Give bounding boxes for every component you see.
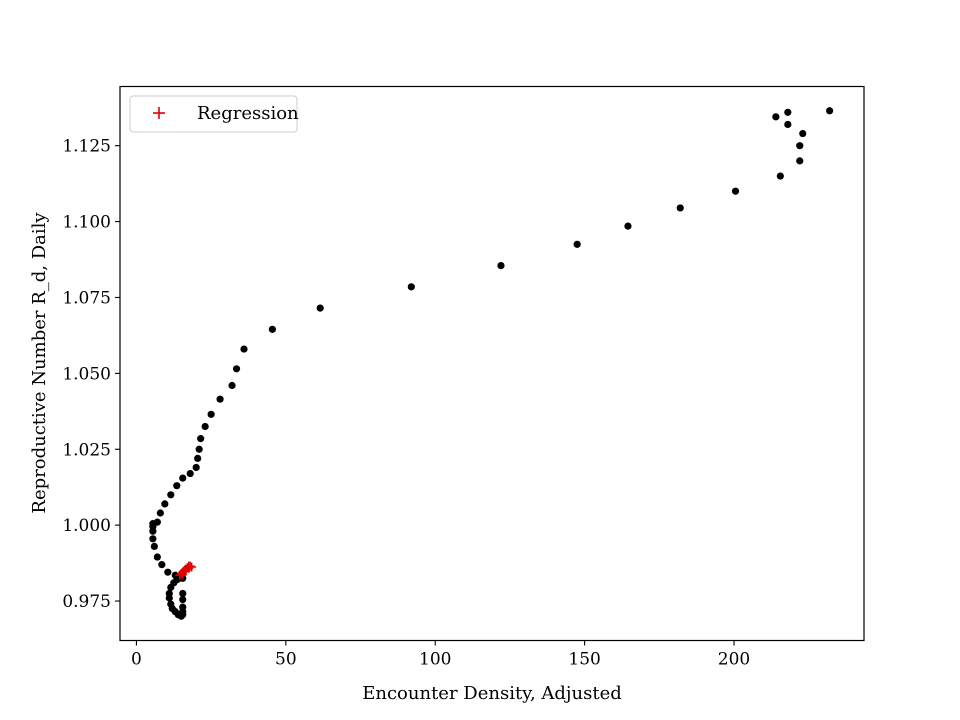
data-point (407, 283, 415, 291)
data-point (179, 595, 187, 604)
data-point (784, 120, 792, 129)
data-point (232, 365, 241, 373)
data-point (799, 129, 807, 138)
data-point (164, 568, 172, 576)
data-point (179, 589, 187, 598)
data-point (784, 108, 792, 116)
data-point (150, 542, 158, 550)
data-point (197, 435, 205, 443)
y-axis-label: Reproductive Number R_d, Daily (29, 212, 50, 514)
data-point (173, 482, 181, 490)
data-point (268, 325, 276, 333)
y-axis: 0.975 1.000 1.025 1.050 1.075 1.100 1.125 (62, 137, 120, 612)
data-point (179, 474, 187, 482)
data-point (624, 222, 632, 230)
regression-series (175, 561, 197, 580)
data-point (776, 172, 784, 180)
data-point (167, 491, 175, 499)
data-point (195, 445, 203, 453)
y-tick-label: 1.075 (62, 288, 111, 308)
legend-entry-regression: Regression (197, 103, 299, 124)
y-tick-label: 1.000 (62, 516, 111, 536)
data-point (240, 345, 248, 353)
legend-box (129, 95, 298, 133)
observed-series (149, 107, 834, 620)
y-tick-label: 1.100 (62, 213, 111, 233)
data-point (497, 262, 505, 270)
data-point (772, 113, 780, 121)
data-point (165, 594, 173, 602)
data-point (156, 509, 164, 517)
data-point (167, 583, 175, 591)
y-tick-label: 1.050 (62, 364, 111, 384)
data-point (158, 561, 166, 569)
x-tick-label: 50 (275, 650, 297, 670)
data-point (192, 463, 200, 472)
data-point (194, 454, 202, 462)
data-point (161, 500, 169, 508)
data-point (796, 157, 804, 165)
legend-marker-plus-icon (153, 107, 165, 119)
x-axis-label: Encounter Density, Adjusted (362, 683, 622, 704)
data-point (149, 527, 157, 535)
data-point (676, 204, 684, 212)
x-tick-label: 100 (419, 650, 451, 670)
data-point (201, 422, 209, 431)
data-point (826, 107, 834, 115)
regression-point (187, 562, 197, 572)
y-tick-label: 0.975 (62, 592, 111, 612)
x-tick-label: 200 (718, 650, 750, 670)
data-point (573, 240, 581, 248)
x-tick-label: 0 (131, 650, 142, 670)
data-point (153, 553, 161, 561)
data-point (179, 603, 187, 611)
data-point (216, 395, 224, 403)
regression-point (185, 561, 195, 571)
y-tick-label: 1.125 (62, 137, 111, 157)
data-point (149, 535, 157, 543)
data-point (796, 142, 804, 150)
data-point (228, 381, 236, 390)
x-tick-label: 150 (568, 650, 600, 670)
plot-area (149, 107, 834, 620)
legend: Regression (129, 95, 299, 133)
x-axis: 0 50 100 150 200 (131, 640, 750, 670)
data-point (186, 469, 194, 478)
axes-frame (119, 85, 865, 642)
y-tick-label: 1.025 (62, 440, 111, 460)
data-point (731, 187, 740, 195)
data-point (207, 410, 215, 418)
data-point (316, 304, 324, 312)
